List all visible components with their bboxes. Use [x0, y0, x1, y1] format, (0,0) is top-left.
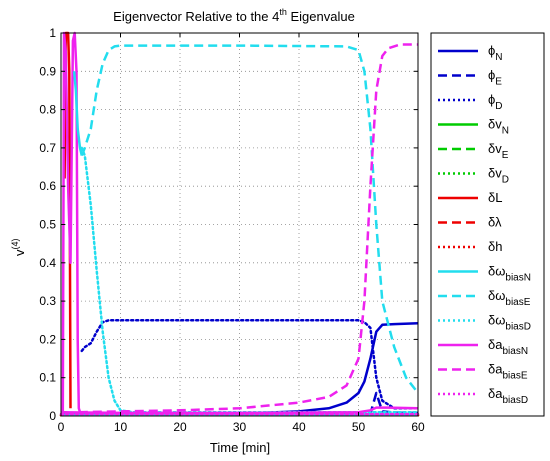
y-tick-label: 0.6 [39, 179, 56, 193]
y-tick-label: 0.5 [39, 218, 56, 232]
chart-title: Eigenvector Relative to the 4th Eigenval… [113, 7, 355, 24]
y-tick-label: 0.1 [39, 371, 56, 385]
x-tick-label: 10 [114, 420, 128, 434]
y-tick-label: 0.2 [39, 332, 56, 346]
chart-title-superscript: th [279, 7, 287, 17]
legend-box [430, 32, 545, 417]
legend-label: δabiasE [488, 362, 528, 382]
legend-label: δωbiasN [488, 264, 531, 284]
series-spike [61, 31, 82, 417]
legend-label: δL [488, 190, 502, 205]
legend: ϕN ϕE ϕD δvN δvE δvD δL δλ δh δωbiasN δωbiasE δωbia… [430, 32, 545, 417]
axis-ticks: 0 10 20 30 40 50 60 0 0.1 0.2 0.3 0.4 0.5 0.6 0.7 0.8 0.… [39, 26, 425, 434]
legend-label: δh [488, 239, 502, 254]
y-axis-label-superscript: (4) [10, 238, 20, 249]
x-tick-label: 20 [173, 420, 187, 434]
legend-label: δλ [488, 215, 502, 230]
y-tick-label: 0.9 [39, 64, 56, 78]
series-line-δabiasE [78, 43, 418, 414]
y-axis-label: v(4) [10, 238, 27, 256]
x-tick-label: 40 [292, 420, 306, 434]
x-tick-label: 50 [352, 420, 366, 434]
legend-label: δvD [488, 166, 509, 186]
series-line-δωbiasE [80, 44, 419, 394]
legend-label: δωbiasD [488, 313, 531, 333]
x-tick-label: 0 [58, 420, 65, 434]
chart-title-end: Eigenvalue [287, 9, 355, 24]
y-axis-label-base: v [12, 249, 27, 256]
y-tick-label: 0.4 [39, 256, 56, 270]
legend-label: δabiasN [488, 337, 528, 357]
legend-label: δvE [488, 141, 509, 161]
plot-area: 0 10 20 30 40 50 60 0 0.1 0.2 0.3 0.4 0.5 0.6 0.7 0.8 0.… [39, 26, 425, 434]
y-tick-label: 1 [49, 26, 56, 40]
series-line-ϕD [80, 319, 420, 410]
chart-title-main: Eigenvector Relative to the 4 [113, 9, 279, 24]
y-tick-label: 0.3 [39, 294, 56, 308]
legend-label: ϕN [488, 43, 503, 63]
legend-label: δωbiasE [488, 288, 531, 308]
legend-label: δvN [488, 117, 509, 137]
plot-background [61, 33, 418, 416]
legend-label: ϕE [488, 68, 502, 88]
y-tick-label: 0.8 [39, 103, 56, 117]
legend-label: δabiasD [488, 386, 528, 406]
series-spike [72, 71, 84, 156]
x-axis-label: Time [min] [210, 440, 270, 455]
series-line-δabiasN [60, 406, 419, 415]
legend-items: ϕN ϕE ϕD δvN δvE δvD δL δλ δh δωbiasN δωbiasE δωbia… [438, 43, 531, 406]
legend-label: ϕD [488, 92, 503, 112]
x-tick-label: 60 [411, 420, 425, 434]
y-tick-label: 0.7 [39, 141, 56, 155]
y-tick-label: 0 [49, 409, 56, 423]
x-tick-label: 30 [233, 420, 247, 434]
